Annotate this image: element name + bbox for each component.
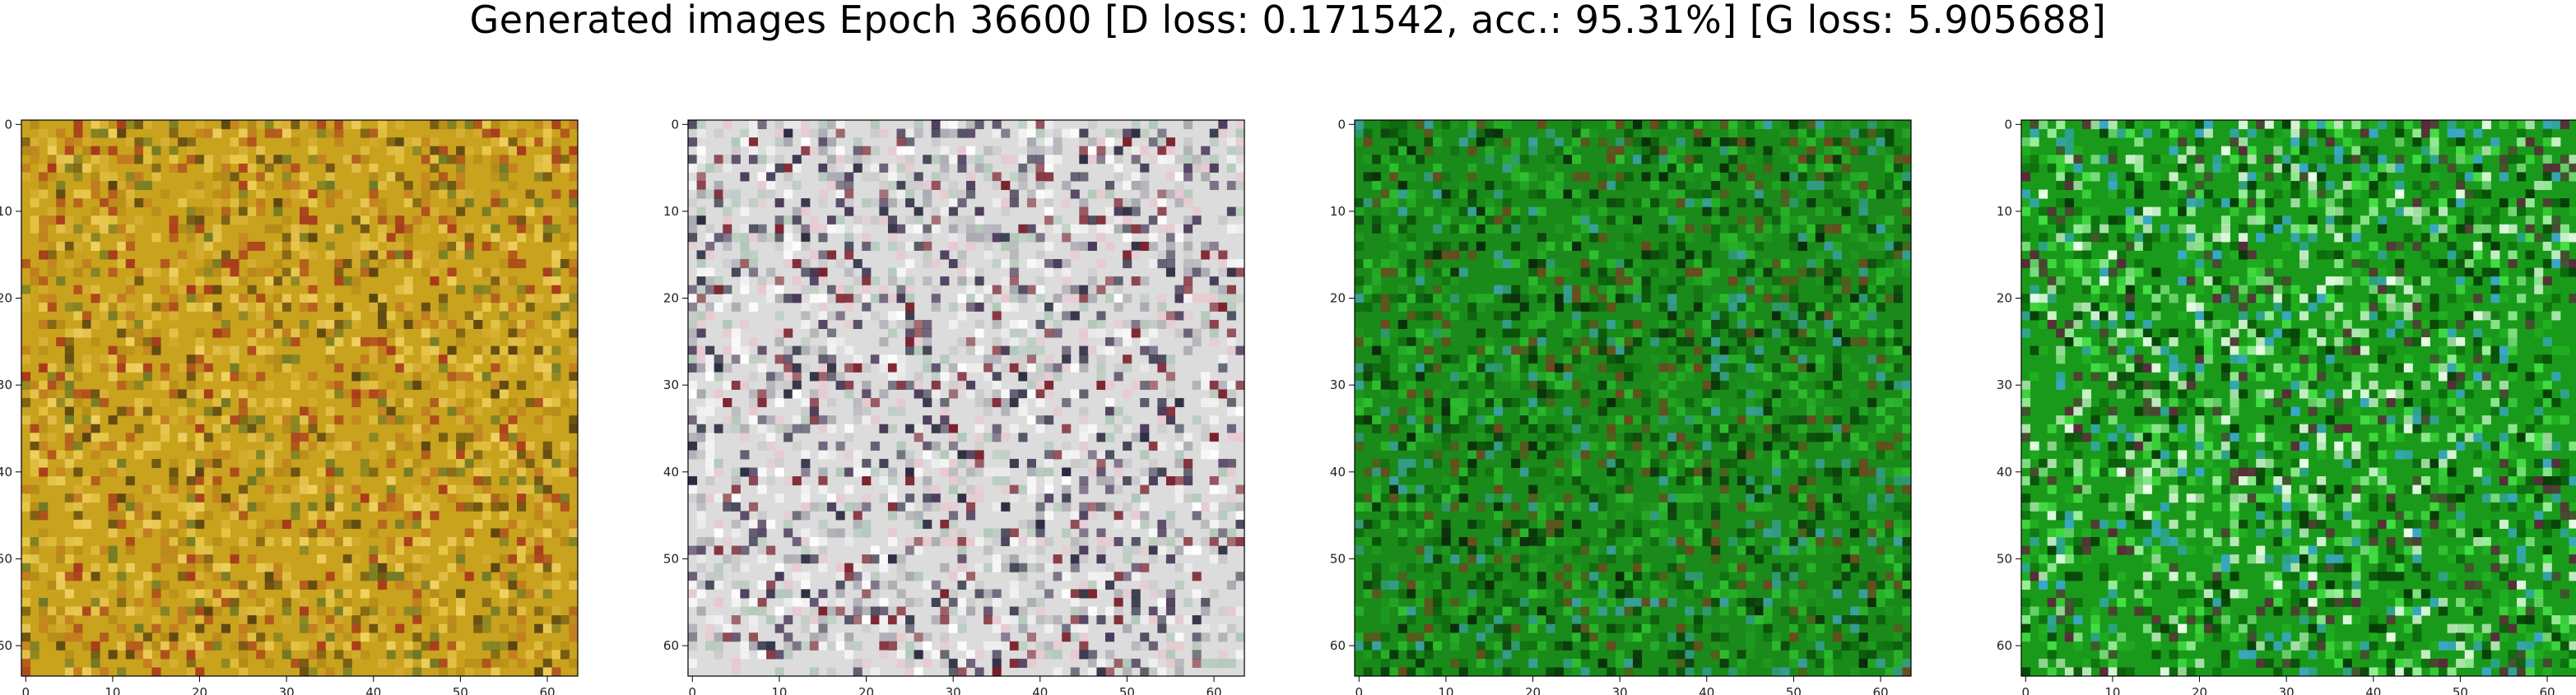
subplot-3: 0 10 20 30 40 50 60 0 10 20 30 40 50 60 <box>1330 117 1912 695</box>
x-tick-label: 60 <box>1206 685 1221 695</box>
x-tick-label: 50 <box>1119 685 1135 695</box>
y-tick-label: 10 <box>1330 204 1346 219</box>
x-tick-label: 10 <box>105 685 120 695</box>
axes-frame <box>687 119 1245 677</box>
y-tick-label: 10 <box>1997 204 2012 219</box>
y-tick-label: 60 <box>663 638 679 653</box>
image-pixels <box>21 120 579 677</box>
subplot-1: 0 10 20 30 40 50 60 0 10 20 30 40 50 60 <box>0 117 579 695</box>
y-tick-label: 10 <box>0 204 12 219</box>
x-tick-label: 60 <box>2539 685 2555 695</box>
x-tick-label: 10 <box>2104 685 2120 695</box>
x-tick-label: 0 <box>2022 685 2030 695</box>
image-axes-4: 0 10 20 30 40 50 60 0 10 20 30 40 50 60 <box>1997 117 2576 695</box>
x-tick-label: 40 <box>1032 685 1048 695</box>
x-tick-label: 20 <box>192 685 207 695</box>
image-axes-2: 0 10 20 30 40 50 60 0 10 20 30 40 50 60 <box>663 117 1245 695</box>
y-tick-label: 20 <box>663 291 679 306</box>
image-pixels <box>1355 120 1912 677</box>
image-axes-1: 0 10 20 30 40 50 60 0 10 20 30 40 50 60 <box>0 117 579 695</box>
x-tick-label: 0 <box>1355 685 1364 695</box>
x-tick-label: 30 <box>946 685 961 695</box>
y-tick-label: 30 <box>1330 378 1346 392</box>
x-tick-label: 50 <box>1786 685 1802 695</box>
figure-title: Generated images Epoch 36600 [D loss: 0.… <box>469 0 2107 42</box>
x-tick-label: 50 <box>453 685 468 695</box>
y-tick-label: 30 <box>663 378 679 392</box>
y-tick-label: 40 <box>1997 465 2012 480</box>
subplot-4: 0 10 20 30 40 50 60 0 10 20 30 40 50 60 <box>1997 117 2576 695</box>
y-tick-label: 20 <box>1330 291 1346 306</box>
y-tick-label: 40 <box>0 465 12 480</box>
x-tick-label: 20 <box>2192 685 2207 695</box>
y-tick-label: 20 <box>0 291 12 306</box>
x-tick-label: 0 <box>689 685 697 695</box>
y-tick-label: 50 <box>1330 551 1346 566</box>
y-tick-label: 40 <box>663 465 679 480</box>
x-tick-label: 10 <box>771 685 787 695</box>
y-tick-label: 60 <box>1330 638 1346 653</box>
y-tick-label: 0 <box>671 117 679 132</box>
y-tick-label: 50 <box>663 551 679 566</box>
axes-frame <box>2020 119 2576 677</box>
y-tick-label: 0 <box>2004 117 2012 132</box>
axes-frame <box>1354 119 1912 677</box>
x-tick-label: 30 <box>1612 685 1628 695</box>
x-tick-label: 30 <box>279 685 295 695</box>
y-tick-label: 50 <box>1997 551 2012 566</box>
y-tick-label: 20 <box>1997 291 2012 306</box>
axes-frame <box>21 119 579 677</box>
x-tick-label: 20 <box>858 685 874 695</box>
x-tick-label: 60 <box>1872 685 1888 695</box>
y-tick-label: 0 <box>4 117 12 132</box>
y-tick-label: 30 <box>0 378 12 392</box>
y-tick-label: 40 <box>1330 465 1346 480</box>
x-tick-label: 40 <box>2365 685 2381 695</box>
y-tick-label: 60 <box>0 638 12 653</box>
image-pixels <box>2021 120 2576 677</box>
x-tick-label: 50 <box>2453 685 2468 695</box>
y-tick-label: 0 <box>1337 117 1346 132</box>
x-tick-label: 40 <box>1699 685 1714 695</box>
x-tick-label: 0 <box>22 685 30 695</box>
y-tick-label: 10 <box>663 204 679 219</box>
subplot-2: 0 10 20 30 40 50 60 0 10 20 30 40 50 60 <box>663 117 1245 695</box>
y-tick-label: 30 <box>1997 378 2012 392</box>
x-tick-label: 60 <box>539 685 555 695</box>
image-axes-3: 0 10 20 30 40 50 60 0 10 20 30 40 50 60 <box>1330 117 1912 695</box>
x-tick-label: 30 <box>2279 685 2295 695</box>
x-tick-label: 40 <box>365 685 381 695</box>
y-tick-label: 50 <box>0 551 12 566</box>
x-tick-label: 10 <box>1438 685 1453 695</box>
x-tick-label: 20 <box>1525 685 1541 695</box>
y-tick-label: 60 <box>1997 638 2012 653</box>
image-pixels <box>688 120 1245 677</box>
